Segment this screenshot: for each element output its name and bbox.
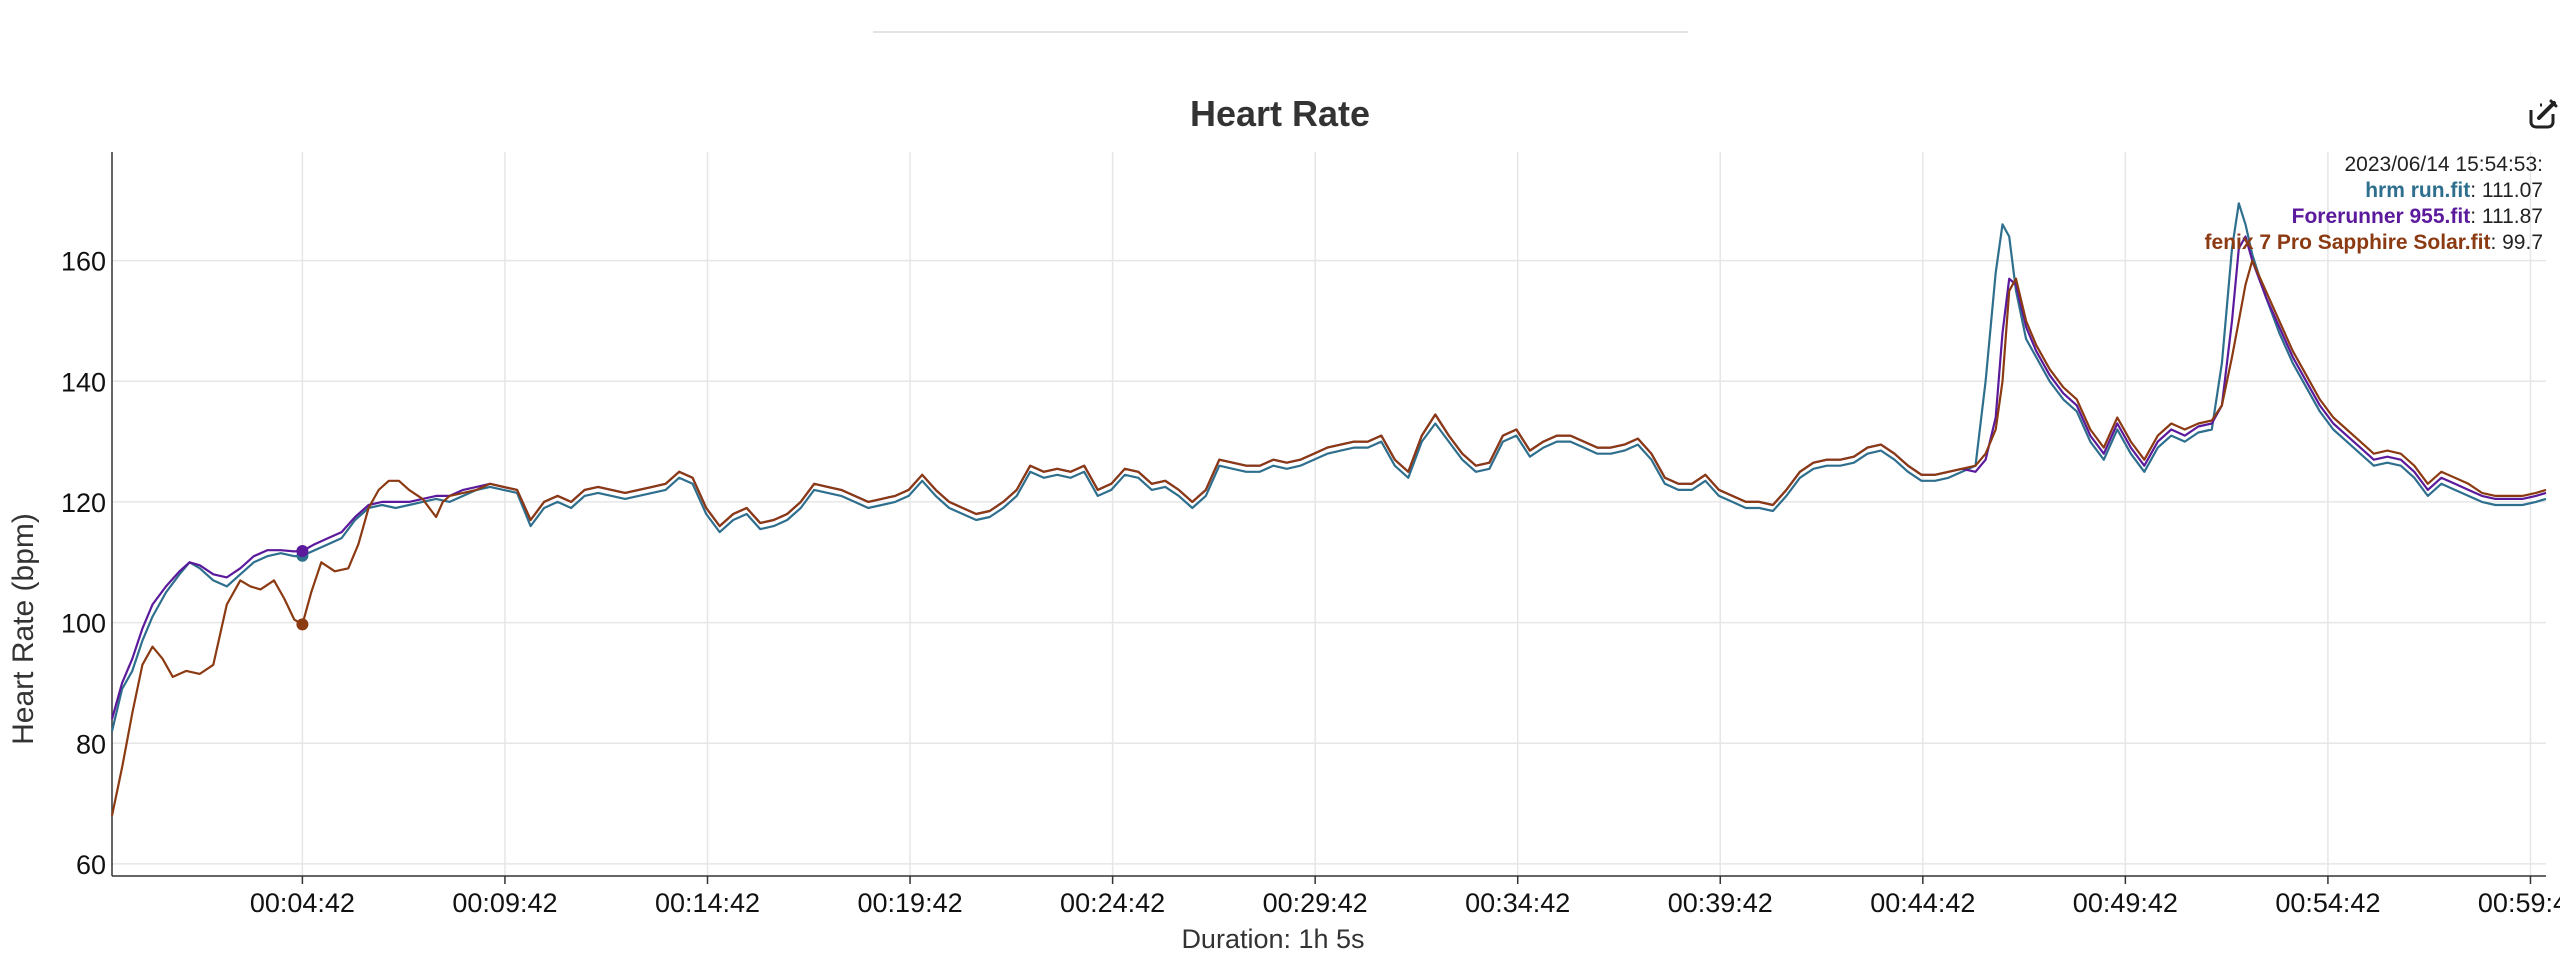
x-axis-ticks: 00:04:42 00:09:42 00:14:42 00:19:42 00:24:42… xyxy=(250,876,2560,918)
x-axis-title: Duration: 1h 5s xyxy=(1181,924,1364,954)
y-tick-label-140: 140 xyxy=(61,367,106,397)
legend-header: 2023/06/14 15:54:53: xyxy=(2344,153,2543,176)
highlight-point-fenix xyxy=(296,618,309,631)
legend-name-hrm: hrm run.fit xyxy=(2365,179,2470,202)
y-tick-label-120: 120 xyxy=(61,488,106,518)
legend-name-fenix: fenix 7 Pro Sapphire Solar.fit xyxy=(2205,231,2491,254)
x-tick-label-00-49-42: 00:49:42 xyxy=(2073,888,2178,918)
legend-value-hrm: 111.07 xyxy=(2482,179,2543,202)
x-tick-label-00-04-42: 00:04:42 xyxy=(250,888,355,918)
x-tick-label-00-44-42: 00:44:42 xyxy=(1870,888,1975,918)
y-tick-label-80: 80 xyxy=(76,729,106,759)
x-tick-label-00-54-42: 00:54:42 xyxy=(2275,888,2380,918)
legend-entry-forerunner: Forerunner 955.fit: 111.87 xyxy=(2292,205,2543,228)
series-line-hrm xyxy=(110,202,2547,732)
x-tick-label-00-19-42: 00:19:42 xyxy=(858,888,963,918)
highlight-point-forerunner xyxy=(296,544,309,557)
y-tick-label-160: 160 xyxy=(61,247,106,277)
y-axis-ticks: 60 80 100 120 140 160 xyxy=(61,247,106,880)
x-tick-label-00-29-42: 00:29:42 xyxy=(1263,888,1368,918)
x-tick-label-00-59-42: 00:59:42 xyxy=(2478,888,2560,918)
grid xyxy=(112,152,2546,876)
x-tick-label-00-14-42: 00:14:42 xyxy=(655,888,760,918)
edit-icon xyxy=(2528,98,2558,129)
legend-value-forerunner: 111.87 xyxy=(2482,205,2543,228)
edit-chart-button[interactable] xyxy=(2528,98,2558,129)
y-axis-title: Heart Rate (bpm) xyxy=(7,513,40,745)
highlight-markers xyxy=(296,544,309,631)
series-lines xyxy=(110,202,2547,816)
legend-name-forerunner: Forerunner 955.fit xyxy=(2292,205,2471,228)
legend-entry-fenix: fenix 7 Pro Sapphire Solar.fit: 99.7 xyxy=(2205,231,2543,254)
series-line-forerunner xyxy=(110,235,2547,720)
legend-entry-hrm: hrm run.fit: 111.07 xyxy=(2365,179,2543,202)
x-tick-label-00-34-42: 00:34:42 xyxy=(1465,888,1570,918)
chart-title: Heart Rate xyxy=(1190,93,1370,134)
y-tick-label-60: 60 xyxy=(76,850,106,880)
y-tick-label-100: 100 xyxy=(61,609,106,639)
legend: 2023/06/14 15:54:53: hrm run.fit: 111.07… xyxy=(2205,153,2543,254)
x-tick-label-00-39-42: 00:39:42 xyxy=(1668,888,1773,918)
series-line-fenix xyxy=(110,259,2547,816)
x-tick-label-00-24-42: 00:24:42 xyxy=(1060,888,1165,918)
legend-value-fenix: 99.7 xyxy=(2502,231,2543,254)
x-tick-label-00-09-42: 00:09:42 xyxy=(452,888,557,918)
